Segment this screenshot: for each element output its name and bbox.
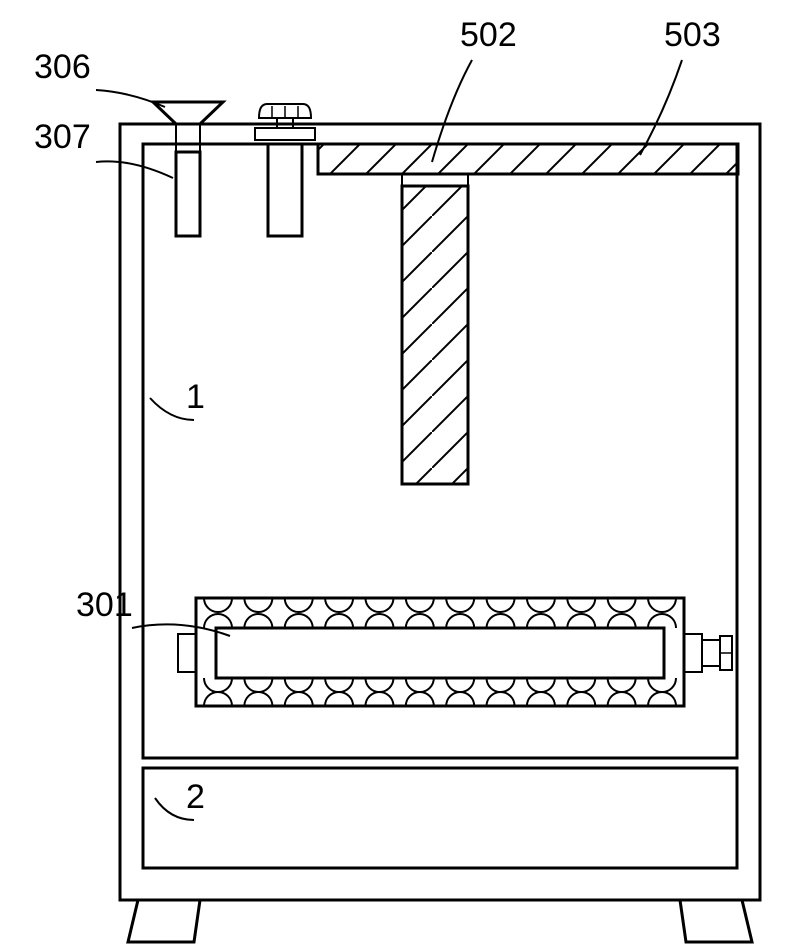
label-l502: 502 — [460, 16, 517, 55]
bolt-shaft — [268, 144, 302, 236]
funnel-tube — [176, 152, 200, 236]
foot-right — [680, 900, 752, 942]
label-l306: 306 — [34, 48, 91, 87]
label-l301: 301 — [76, 586, 133, 625]
label-l503: 503 — [664, 16, 721, 55]
roller-left-cap — [178, 634, 196, 672]
center-column — [402, 186, 468, 484]
leader-c503 — [640, 60, 682, 155]
roller-motor-block — [702, 640, 720, 666]
top-plate — [318, 144, 738, 174]
label-l307: 307 — [34, 118, 91, 157]
lower-compartment — [143, 768, 737, 868]
roller-right-cap — [684, 634, 702, 672]
roller-outer-frame — [196, 598, 684, 706]
label-l2: 2 — [186, 778, 205, 817]
bolt-washer — [255, 128, 315, 140]
leader-c307 — [96, 161, 173, 178]
diagram-svg — [0, 0, 802, 952]
label-l1: 1 — [186, 378, 205, 417]
funnel-stem — [176, 124, 200, 152]
roller-inner-bar — [216, 628, 664, 678]
foot-left — [128, 900, 200, 942]
